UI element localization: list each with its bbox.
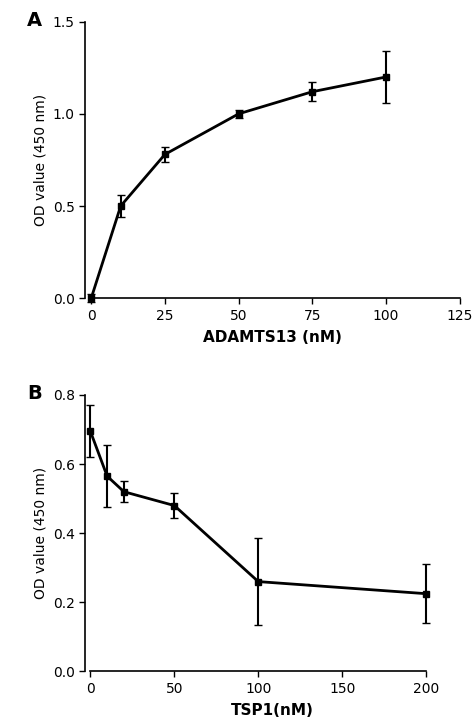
Y-axis label: OD value (450 nm): OD value (450 nm) bbox=[33, 467, 47, 599]
Text: A: A bbox=[27, 11, 42, 30]
Text: B: B bbox=[27, 384, 42, 403]
X-axis label: ADAMTS13 (nM): ADAMTS13 (nM) bbox=[203, 329, 342, 344]
Y-axis label: OD value (450 nm): OD value (450 nm) bbox=[33, 94, 47, 226]
X-axis label: TSP1(nM): TSP1(nM) bbox=[231, 703, 314, 718]
